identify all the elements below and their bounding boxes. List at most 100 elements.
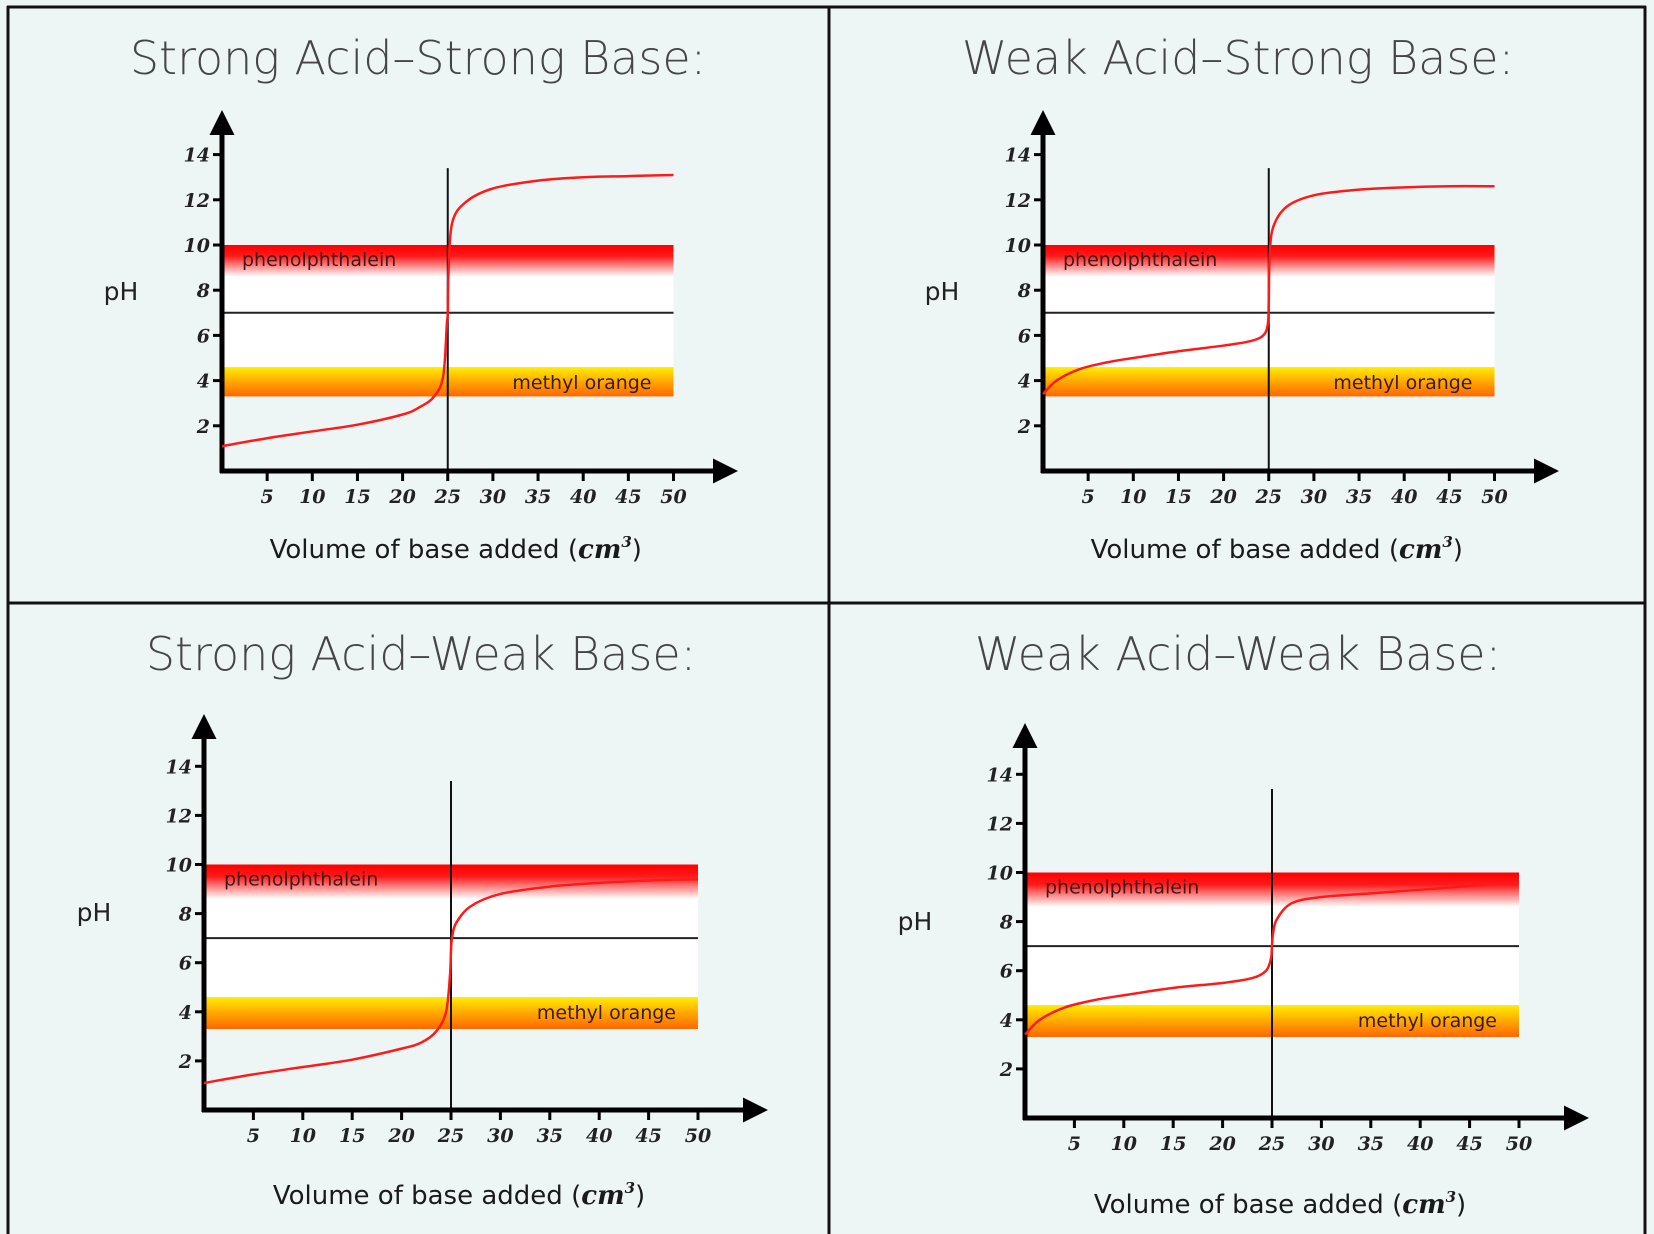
x-axis-label-close-paren: ) [1456,1190,1466,1220]
x-axis-label-unit-exponent: 3 [625,1179,635,1197]
x-tick-label: 35 [525,486,551,508]
x-axis-label: Volume of base added (cm3) [1094,1188,1466,1220]
y-tick-label: 14 [166,756,192,778]
y-tick-label: 14 [987,764,1013,786]
y-tick-label: 14 [184,145,210,167]
x-tick-label: 50 [660,486,686,508]
x-tick-label: 50 [685,1125,711,1147]
panel-borders [6,5,1647,1234]
x-axis-label-unit-exponent: 3 [621,533,631,551]
x-tick-label: 30 [1308,1133,1334,1155]
chart-weak-acid-strong-base: Weak Acid–Strong Base: phenolphthalein met… [925,31,1559,565]
y-tick-label: 12 [1005,190,1031,212]
phenolphthalein-label: phenolphthalein [224,869,378,891]
y-tick-label: 2 [196,416,210,438]
chart-strong-acid-weak-base: Strong Acid–Weak Base: phenolphthalein met… [77,627,768,1211]
x-tick-label: 35 [1346,486,1372,508]
x-axis-label-open-paren: ( [560,535,578,565]
x-tick-label: 20 [1208,1133,1235,1155]
y-tick-label: 4 [179,1002,192,1024]
x-tick-label: 25 [437,1125,464,1147]
x-axis-label-open-paren: ( [1384,1190,1402,1220]
chart-title: Weak Acid–Weak Base: [975,627,1501,681]
methyl-orange-label: methyl orange [1358,1010,1497,1032]
phenolphthalein-label: phenolphthalein [1063,249,1217,271]
x-tick-label: 15 [1165,486,1191,508]
x-axis-label: Volume of base added (cm3) [273,1179,645,1211]
titration-curve [221,173,674,448]
x-axis-label-close-paren: ) [632,535,642,565]
y-axis-label: pH [898,907,933,936]
y-tick-label: 6 [1000,961,1013,983]
x-axis-label-open-paren: ( [1381,535,1399,565]
x-tick-label: 30 [480,486,506,508]
y-tick-label: 2 [999,1059,1013,1081]
methyl-orange-label: methyl orange [537,1002,676,1024]
x-tick-label: 35 [537,1125,563,1147]
y-tick-label: 8 [999,912,1013,934]
x-tick-label: 15 [344,486,370,508]
x-tick-label: 25 [434,486,461,508]
x-axis-label-text: Volume of base added [270,535,560,565]
y-axis-label: pH [925,277,960,306]
y-tick-label: 6 [179,953,192,975]
x-tick-label: 40 [1391,486,1417,508]
x-axis-label-open-paren: ( [563,1181,581,1211]
x-axis-label-unit: cm [1399,535,1442,565]
chart-title: Strong Acid–Strong Base: [130,31,706,85]
methyl-orange-label: methyl orange [1333,372,1472,394]
y-tick-label: 10 [1005,235,1031,257]
y-tick-label: 8 [178,904,192,926]
y-tick-label: 6 [197,325,210,347]
y-axis-label: pH [77,898,112,927]
y-tick-label: 2 [178,1051,192,1073]
x-axis-label-close-paren: ) [635,1181,645,1211]
x-tick-label: 45 [1436,486,1462,508]
x-axis-label-close-paren: ) [1453,535,1463,565]
x-tick-label: 25 [1255,486,1282,508]
x-tick-label: 50 [1481,486,1507,508]
chart-strong-acid-strong-base: Strong Acid–Strong Base: phenolphthalein m… [104,31,738,565]
x-axis-label-unit-exponent: 3 [1442,533,1452,551]
x-tick-label: 15 [1160,1133,1186,1155]
x-tick-label: 5 [1082,486,1095,508]
x-tick-label: 50 [1506,1133,1532,1155]
x-tick-label: 10 [299,486,325,508]
x-tick-label: 15 [339,1125,365,1147]
x-tick-label: 45 [635,1125,661,1147]
x-tick-label: 30 [487,1125,513,1147]
x-tick-label: 40 [1407,1133,1433,1155]
x-tick-label: 10 [1120,486,1146,508]
x-tick-label: 20 [387,1125,414,1147]
x-tick-label: 35 [1358,1133,1384,1155]
y-tick-label: 4 [1000,1010,1013,1032]
x-tick-label: 20 [388,486,415,508]
y-tick-label: 2 [1017,416,1031,438]
x-axis-label-text: Volume of base added [1094,1190,1384,1220]
y-axis-label: pH [104,277,139,306]
x-tick-label: 25 [1258,1133,1285,1155]
y-tick-label: 10 [184,235,210,257]
x-axis-label-text: Volume of base added [273,1181,563,1211]
chart-title: Strong Acid–Weak Base: [146,627,696,681]
titration-curve [1024,881,1520,1036]
x-tick-label: 45 [1456,1133,1482,1155]
x-tick-label: 5 [261,486,274,508]
y-tick-label: 12 [184,190,210,212]
x-tick-label: 40 [586,1125,612,1147]
x-axis-label-unit: cm [1402,1190,1445,1220]
x-tick-label: 5 [247,1125,260,1147]
y-tick-label: 10 [166,855,192,877]
y-tick-label: 6 [1018,325,1031,347]
y-tick-label: 4 [1018,371,1031,393]
methyl-orange-label: methyl orange [512,372,651,394]
titration-curve [203,877,699,1085]
chart-weak-acid-weak-base: Weak Acid–Weak Base: phenolphthalein methy… [898,627,1589,1220]
chart-title: Weak Acid–Strong Base: [962,31,1514,85]
x-tick-label: 45 [615,486,641,508]
x-axis-label-unit: cm [581,1181,624,1211]
x-tick-label: 10 [1111,1133,1137,1155]
titration-curve [1042,184,1495,396]
